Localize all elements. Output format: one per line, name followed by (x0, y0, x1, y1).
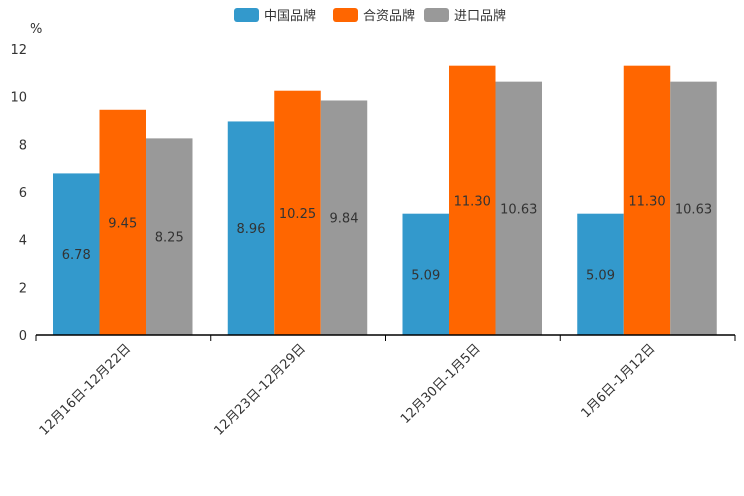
y-axis-unit-label: % (30, 22, 42, 37)
x-category-label: 1月6日-1月12日 (579, 341, 659, 421)
x-axis: 12月16日-12月22日 12月23日-12月29日 12月30日-1月5日 1月6… (35, 334, 736, 439)
y-tick-label: 12 (10, 43, 27, 58)
data-label: 8.25 (155, 231, 184, 246)
bar (99, 109, 146, 336)
bars: 6.78 9.45 8.25 8.96 10.25 9.84 5.09 11.30 10.63 5… (53, 65, 717, 336)
bar (449, 65, 496, 335)
bar (227, 121, 275, 335)
data-label: 11.30 (454, 194, 491, 209)
legend-swatch (333, 8, 358, 22)
data-label: 10.25 (279, 207, 316, 222)
y-tick-label: 8 (19, 138, 27, 153)
x-category-label: 12月23日-12月29日 (211, 341, 308, 438)
y-tick-label: 4 (19, 234, 27, 249)
y-tick-label: 0 (19, 329, 27, 344)
bar (320, 100, 368, 335)
y-tick-label: 2 (19, 281, 27, 296)
data-label: 9.84 (330, 212, 359, 227)
legend-swatch (234, 8, 259, 22)
data-label: 5.09 (586, 268, 615, 283)
legend-label: 合资品牌 (363, 8, 415, 24)
legend-swatch (424, 8, 449, 22)
y-axis: 0 2 4 6 8 10 12 (10, 43, 27, 344)
x-category-label: 12月30日-1月5日 (398, 341, 484, 427)
bar (146, 138, 193, 335)
data-label: 5.09 (411, 268, 440, 283)
legend-label: 进口品牌 (454, 8, 506, 24)
x-category-label: 12月16日-12月22日 (37, 341, 134, 438)
legend: 中国品牌 合资品牌 进口品牌 (234, 8, 506, 24)
data-label: 10.63 (675, 202, 712, 217)
bar (577, 213, 624, 335)
bar (402, 213, 449, 335)
bar (274, 90, 321, 335)
y-tick-label: 6 (19, 186, 27, 201)
bar (670, 81, 717, 335)
bar (53, 173, 100, 335)
bar (623, 65, 671, 335)
legend-label: 中国品牌 (264, 8, 316, 24)
data-label: 9.45 (108, 216, 137, 231)
data-label: 6.78 (62, 248, 91, 263)
data-label: 8.96 (237, 222, 266, 237)
data-label: 10.63 (500, 202, 537, 217)
data-label: 11.30 (628, 194, 665, 209)
bar (495, 81, 542, 335)
y-tick-label: 10 (10, 91, 27, 106)
